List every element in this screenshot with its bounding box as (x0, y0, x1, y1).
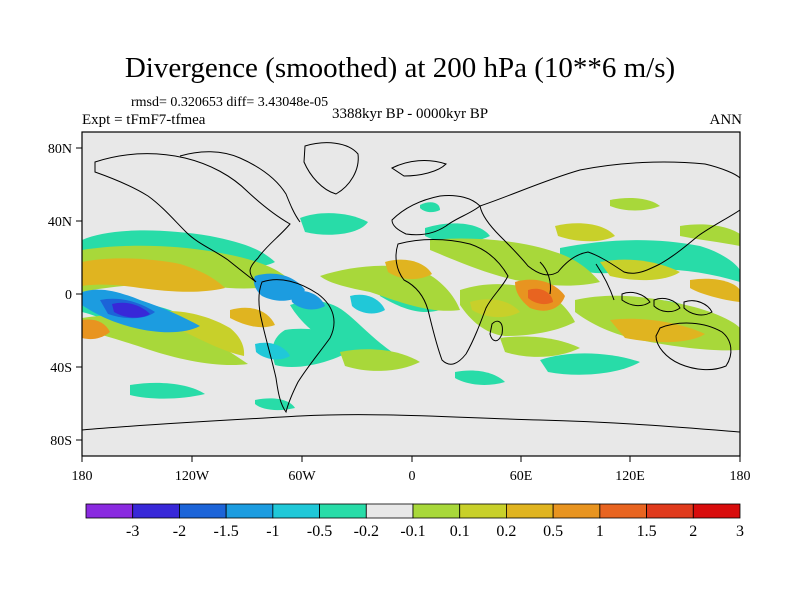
lon-label: 120E (615, 469, 645, 484)
lat-label: 80N (48, 142, 72, 157)
lon-label: 0 (409, 469, 416, 484)
colorbar-label: -1.5 (213, 523, 238, 540)
colorbar-label: 2 (689, 523, 697, 540)
colorbar-swatch (459, 503, 507, 519)
colorbar-swatch (365, 503, 414, 519)
divergence-field (82, 198, 740, 411)
colorbar-label: 3 (736, 523, 744, 540)
longitude-axis (81, 456, 741, 462)
colorbar: -3 -2 -1.5 -1 -0.5 -0.2 -0.1 0.1 0.2 0.5 1 1.5 2 3 (85, 503, 744, 540)
lon-label: 120W (175, 469, 210, 484)
lon-label: 180 (730, 469, 751, 484)
colorbar-label: -1 (266, 523, 279, 540)
colorbar-label: 0.5 (543, 523, 563, 540)
colorbar-label: 0.1 (450, 523, 470, 540)
lon-label: 180 (72, 469, 93, 484)
colorbar-label: -3 (126, 523, 139, 540)
colorbar-swatch (225, 503, 274, 519)
lat-label: 0 (65, 288, 72, 303)
colorbar-label: -0.5 (307, 523, 332, 540)
lat-label: 80S (50, 434, 72, 449)
period-label: 3388kyr BP - 0000kyr BP (331, 106, 489, 122)
latitude-axis (76, 147, 82, 441)
stats-text: rmsd= 0.320653 diff= 3.43048e-05 (131, 95, 329, 110)
season-label: ANN (709, 112, 743, 128)
colorbar-swatch (506, 503, 554, 519)
colorbar-swatch (85, 503, 134, 519)
colorbar-swatch (646, 503, 694, 519)
coastlines (82, 142, 740, 433)
colorbar-swatch (179, 503, 227, 519)
lon-label: 60E (510, 469, 533, 484)
colorbar-label: 1 (596, 523, 604, 540)
colorbar-swatch (599, 503, 647, 519)
colorbar-label: -0.1 (400, 523, 425, 540)
colorbar-swatch (132, 503, 180, 519)
lon-label: 60W (288, 469, 316, 484)
colorbar-swatch (692, 503, 741, 519)
colorbar-label: -2 (173, 523, 186, 540)
colorbar-label: -0.2 (354, 523, 379, 540)
colorbar-swatch (552, 503, 601, 519)
colorbar-swatch (412, 503, 461, 519)
colorbar-swatch (319, 503, 367, 519)
colorbar-label: 0.2 (496, 523, 516, 540)
lat-label: 40S (50, 361, 72, 376)
experiment-label: Expt = tFmF7-tfmea (82, 112, 206, 128)
plot-title: Divergence (smoothed) at 200 hPa (10**6 … (124, 52, 676, 84)
lat-label: 40N (48, 215, 72, 230)
colorbar-swatch (272, 503, 320, 519)
colorbar-label: 1.5 (637, 523, 657, 540)
